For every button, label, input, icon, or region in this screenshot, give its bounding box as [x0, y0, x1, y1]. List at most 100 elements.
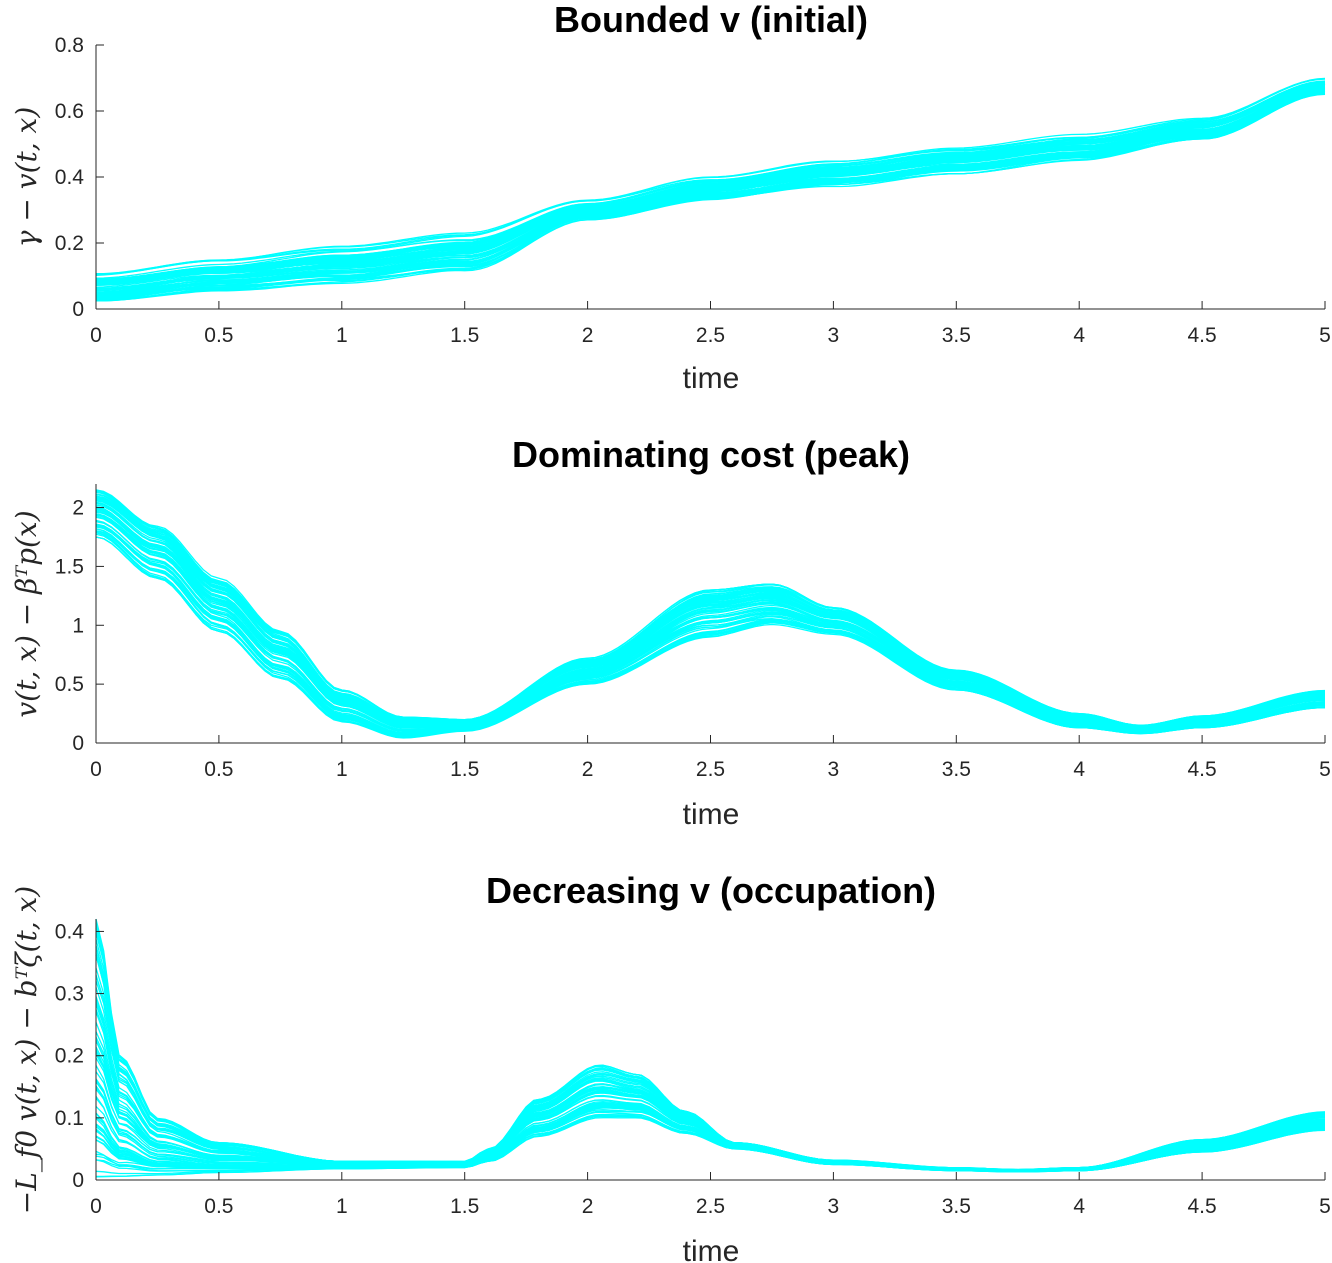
- x-axis-label: time: [683, 362, 740, 395]
- series-trace: [95, 501, 1326, 729]
- trace-group: [95, 918, 1326, 1178]
- series-trace: [95, 524, 1326, 735]
- y-tick-label: 1: [72, 614, 84, 637]
- x-tick-label: 4: [1073, 1195, 1085, 1218]
- x-tick-label: 0.5: [204, 324, 233, 347]
- chart-title: Dominating cost (peak): [512, 434, 910, 475]
- trace-group: [95, 77, 1326, 302]
- series-trace: [95, 86, 1326, 289]
- chart-title: Bounded v (initial): [554, 0, 868, 40]
- x-tick-label: 2: [582, 324, 594, 347]
- series-trace: [95, 516, 1326, 731]
- x-tick-label: 4.5: [1187, 758, 1216, 781]
- series-trace: [95, 1009, 1326, 1171]
- x-tick-label: 3: [828, 1195, 840, 1218]
- x-tick-label: 0.5: [204, 1195, 233, 1218]
- series-trace: [95, 510, 1326, 730]
- x-tick-label: 4.5: [1187, 1195, 1216, 1218]
- y-tick-label: 0.3: [55, 983, 84, 1006]
- x-axis-label: time: [683, 1235, 740, 1263]
- x-tick-label: 4.5: [1187, 324, 1216, 347]
- series-trace: [95, 1078, 1326, 1172]
- series-trace: [95, 528, 1326, 734]
- x-tick-label: 3.5: [942, 1195, 971, 1218]
- panel-bounded-v: Bounded v (initial) 0 0.5 1 1.5 2 2.5 3 3.5 4 4.5…: [10, 0, 1331, 395]
- series-trace: [95, 1022, 1326, 1172]
- series-trace: [95, 509, 1326, 730]
- y-axis-label: −L_f0 v(t, x) − bᵀζ(t, x): [10, 886, 43, 1214]
- panel-dominating-cost: Dominating cost (peak) 0 0.5 1 1.5 2 2.5 3 3.5 4…: [10, 434, 1331, 831]
- panel-decreasing-v: Decreasing v (occupation) 0 0.5 1 1.5 2 2.5 3 3…: [10, 870, 1331, 1263]
- x-tick-label: 0: [90, 1195, 102, 1218]
- y-tick-label: 0.8: [55, 34, 84, 57]
- x-tick-label: 4: [1073, 324, 1085, 347]
- series-trace: [95, 1001, 1326, 1171]
- y-tick-label: 0.2: [55, 232, 84, 255]
- series-trace: [95, 987, 1326, 1171]
- x-tick-label: 1.5: [450, 324, 479, 347]
- series-trace: [95, 974, 1326, 1171]
- axes: 0 0.5 1 1.5 2 2.5 3 3.5 4 4.5 5 0 0.2 0.4 0.6 0.8: [55, 34, 1331, 347]
- axes: 0 0.5 1 1.5 2 2.5 3 3.5 4 4.5 5 0 0.5 1 1.5 2: [55, 484, 1331, 781]
- series-trace: [95, 1105, 1326, 1173]
- series-trace: [95, 1031, 1326, 1172]
- series-trace: [95, 78, 1326, 276]
- series-trace: [95, 1039, 1326, 1172]
- series-trace: [95, 501, 1326, 728]
- y-tick-label: 0.1: [55, 1107, 84, 1130]
- series-trace: [95, 998, 1326, 1171]
- y-tick-label: 0.2: [55, 1045, 84, 1068]
- series-trace: [95, 996, 1326, 1172]
- x-tick-label: 3.5: [942, 758, 971, 781]
- series-trace: [95, 523, 1326, 733]
- series-trace: [95, 918, 1326, 1171]
- y-axis-label: γ − v(t, x): [10, 107, 43, 248]
- y-tick-label: 1.5: [55, 555, 84, 578]
- y-tick-label: 0: [72, 298, 84, 321]
- x-tick-label: 3: [828, 758, 840, 781]
- y-tick-label: 0.4: [55, 166, 85, 189]
- series-trace: [95, 91, 1326, 300]
- x-tick-label: 1.5: [450, 758, 479, 781]
- y-tick-label: 0.6: [55, 100, 84, 123]
- x-tick-label: 2.5: [696, 758, 725, 781]
- x-tick-label: 0: [90, 324, 102, 347]
- axes: 0 0.5 1 1.5 2 2.5 3 3.5 4 4.5 5 0 0.1 0.2 0.3 0.4: [55, 919, 1331, 1218]
- x-tick-label: 3.5: [942, 324, 971, 347]
- series-trace: [95, 1004, 1326, 1171]
- series-trace: [95, 513, 1326, 731]
- series-trace: [95, 506, 1326, 730]
- x-tick-label: 2.5: [696, 1195, 725, 1218]
- x-tick-label: 4: [1073, 758, 1085, 781]
- x-tick-label: 5: [1319, 758, 1331, 781]
- x-tick-label: 3: [828, 324, 840, 347]
- x-tick-label: 1: [336, 324, 348, 347]
- series-trace: [96, 81, 1326, 280]
- series-trace: [95, 1011, 1326, 1172]
- series-trace: [95, 524, 1326, 735]
- y-axis-label: v(t, x) − βᵀp(x): [10, 510, 43, 717]
- y-tick-label: 0: [72, 1169, 84, 1192]
- series-trace: [95, 525, 1326, 735]
- series-trace: [95, 508, 1326, 729]
- series-trace: [95, 77, 1326, 275]
- x-tick-label: 2.5: [696, 324, 725, 347]
- series-trace: [95, 1036, 1326, 1172]
- y-tick-label: 0.5: [55, 673, 84, 696]
- chart-title: Decreasing v (occupation): [486, 870, 936, 911]
- series-trace: [95, 526, 1326, 736]
- series-trace: [95, 89, 1326, 297]
- x-tick-label: 0: [90, 758, 102, 781]
- x-tick-label: 5: [1319, 1195, 1331, 1218]
- x-axis-label: time: [683, 798, 740, 831]
- x-tick-label: 1: [336, 758, 348, 781]
- series-trace: [95, 91, 1326, 299]
- x-tick-label: 2: [582, 1195, 594, 1218]
- y-tick-label: 0.4: [55, 920, 85, 943]
- x-tick-label: 5: [1319, 324, 1331, 347]
- x-tick-label: 2: [582, 758, 594, 781]
- x-tick-label: 1.5: [450, 1195, 479, 1218]
- y-tick-label: 0: [72, 732, 84, 755]
- y-tick-label: 2: [72, 497, 84, 520]
